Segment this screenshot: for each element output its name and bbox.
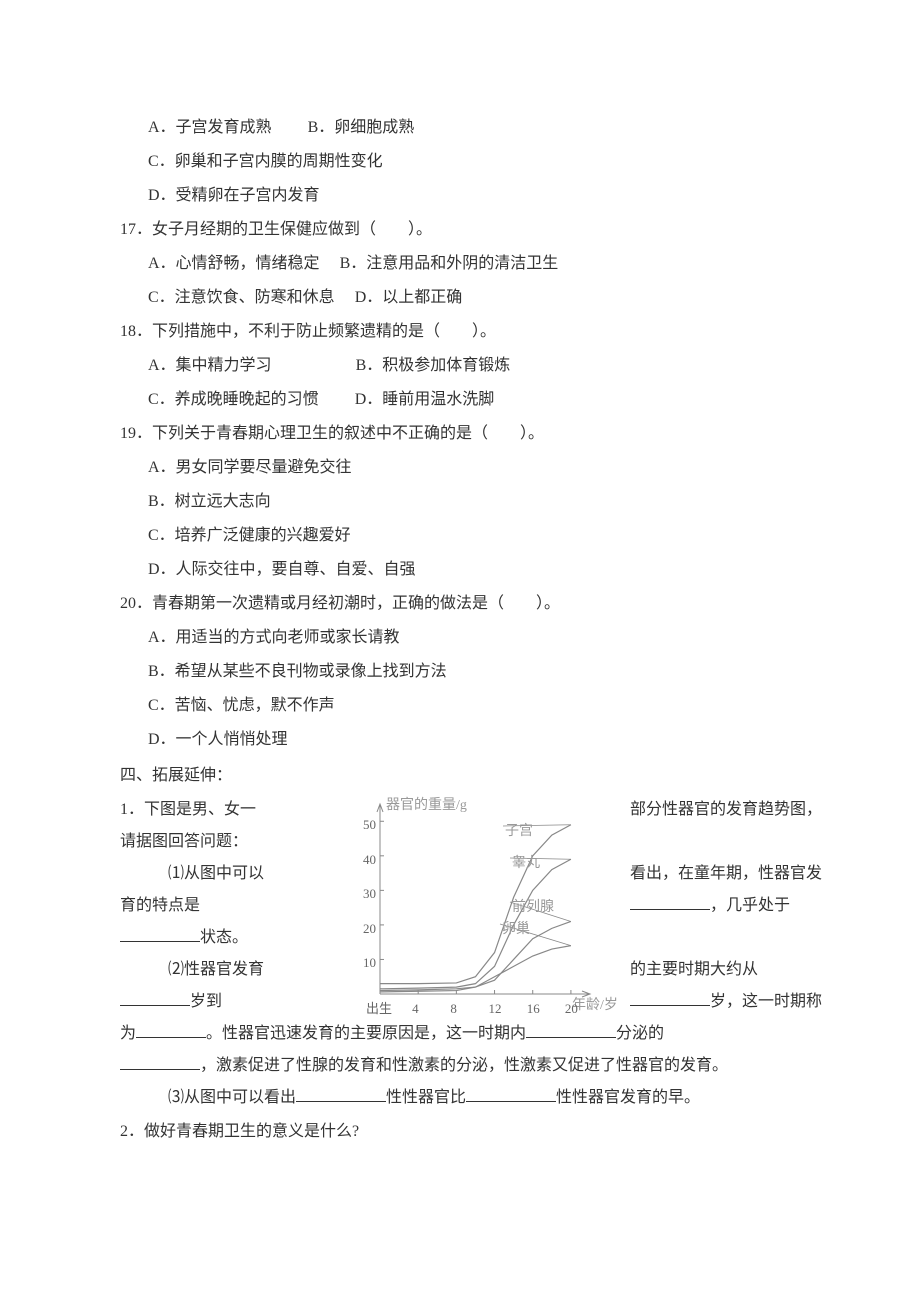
q20-opt-c: C．苦恼、忧虑，默不作声 (120, 690, 820, 722)
ext1-p3: ⑶从图中可以看出性性器官比性性器官发育的早。 (120, 1082, 820, 1114)
q16-opt-b-text: B．卵细胞成熟 (308, 119, 415, 136)
q16-opt-c: C．卵巢和子宫内膜的周期性变化 (120, 146, 820, 178)
ext1-line2-left: 请据图回答问题： (120, 826, 340, 858)
q17-opt-b: B．注意用品和外阴的清洁卫生 (340, 255, 559, 272)
q17-opt-d: D．以上都正确 (355, 289, 463, 306)
ext1-p1b-right: ，几乎处于 (630, 890, 850, 922)
blank-feature[interactable] (630, 893, 710, 910)
q18-opt-b: B．积极参加体育锻炼 (356, 357, 511, 374)
q18-row2: C．养成晚睡晚起的习惯 D．睡前用温水洗脚 (120, 384, 820, 416)
ext1-p1b-left: 育的特点是 (120, 890, 340, 922)
q19-opt-d: D．人际交往中，要自尊、自爱、自强 (120, 554, 820, 586)
ext1-p1-right: 看出，在童年期，性器官发 (630, 858, 850, 890)
ext1-p1c-left: 状态。 (120, 922, 340, 954)
q17-opt-a: A．心情舒畅，情绪稳定 (148, 255, 320, 272)
q17-stem: 17．女子月经期的卫生保健应做到（ ）。 (120, 214, 820, 246)
blank-age-from[interactable] (120, 989, 190, 1006)
q17-opt-c: C．注意饮食、防寒和休息 (148, 289, 335, 306)
q20-opt-a: A．用适当的方式向老师或家长请教 (120, 622, 820, 654)
q19-stem: 19．下列关于青春期心理卫生的叙述中不正确的是（ ）。 (120, 418, 820, 450)
blank-sex1[interactable] (296, 1085, 386, 1102)
q18-opt-c: C．养成晚睡晚起的习惯 (148, 391, 319, 408)
blank-age-to[interactable] (630, 989, 710, 1006)
q18-opt-a: A．集中精力学习 (148, 357, 272, 374)
ext1-p2-left: ⑵性器官发育 (120, 954, 340, 986)
ext1-p2b-right: 岁，这一时期称 (630, 986, 850, 1018)
q19-opt-a: A．男女同学要尽量避免交往 (120, 452, 820, 484)
blank-sex2[interactable] (466, 1085, 556, 1102)
q18-row1: A．集中精力学习 B．积极参加体育锻炼 (120, 350, 820, 382)
ext1-p2b-left: 岁到 (120, 986, 340, 1018)
q20-opt-d: D．一个人悄悄处理 (120, 724, 820, 756)
q18-stem: 18．下列措施中，不利于防止频繁遗精的是（ ）。 (120, 316, 820, 348)
q16-opt-a: A．子宫发育成熟 B．卵细胞成熟 (120, 112, 820, 144)
q19-opt-b: B．树立远大志向 (120, 486, 820, 518)
ext1-p2-right: 的主要时期大约从 (630, 954, 850, 986)
blank-period[interactable] (136, 1021, 206, 1038)
figure-question-wrap: 器官的重量/g年龄/岁出生481216201020304050子宫睾丸前列腺卵巢… (120, 794, 820, 1114)
q20-stem: 20．青春期第一次遗精或月经初潮时，正确的做法是（ ）。 (120, 588, 820, 620)
ext1-intro-left: 1．下图是男、女一 (120, 794, 340, 826)
ext1-intro-right: 部分性器官的发育趋势图， (630, 794, 850, 826)
q17-row2: C．注意饮食、防寒和休息 D．以上都正确 (120, 282, 820, 314)
ext1-p1-left: ⑴从图中可以 (120, 858, 340, 890)
blank-state[interactable] (120, 925, 200, 942)
q18-opt-d: D．睡前用温水洗脚 (355, 391, 495, 408)
q20-opt-b: B．希望从某些不良刊物或录像上找到方法 (120, 656, 820, 688)
q16-opt-a-text: A．子宫发育成熟 (148, 119, 272, 136)
blank-hormone[interactable] (120, 1053, 200, 1070)
ext1-p2d: ，激素促进了性腺的发育和性激素的分泌，性激素又促进了性器官的发育。 (120, 1050, 820, 1082)
section4-title: 四、拓展延伸： (120, 760, 820, 792)
q16-opt-d: D．受精卵在子宫内发育 (120, 180, 820, 212)
q17-row1: A．心情舒畅，情绪稳定 B．注意用品和外阴的清洁卫生 (120, 248, 820, 280)
ext2: 2．做好青春期卫生的意义是什么? (120, 1116, 820, 1148)
q19-opt-c: C．培养广泛健康的兴趣爱好 (120, 520, 820, 552)
